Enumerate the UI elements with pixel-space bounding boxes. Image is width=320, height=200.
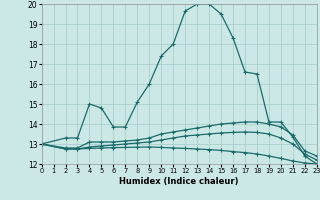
X-axis label: Humidex (Indice chaleur): Humidex (Indice chaleur) bbox=[119, 177, 239, 186]
